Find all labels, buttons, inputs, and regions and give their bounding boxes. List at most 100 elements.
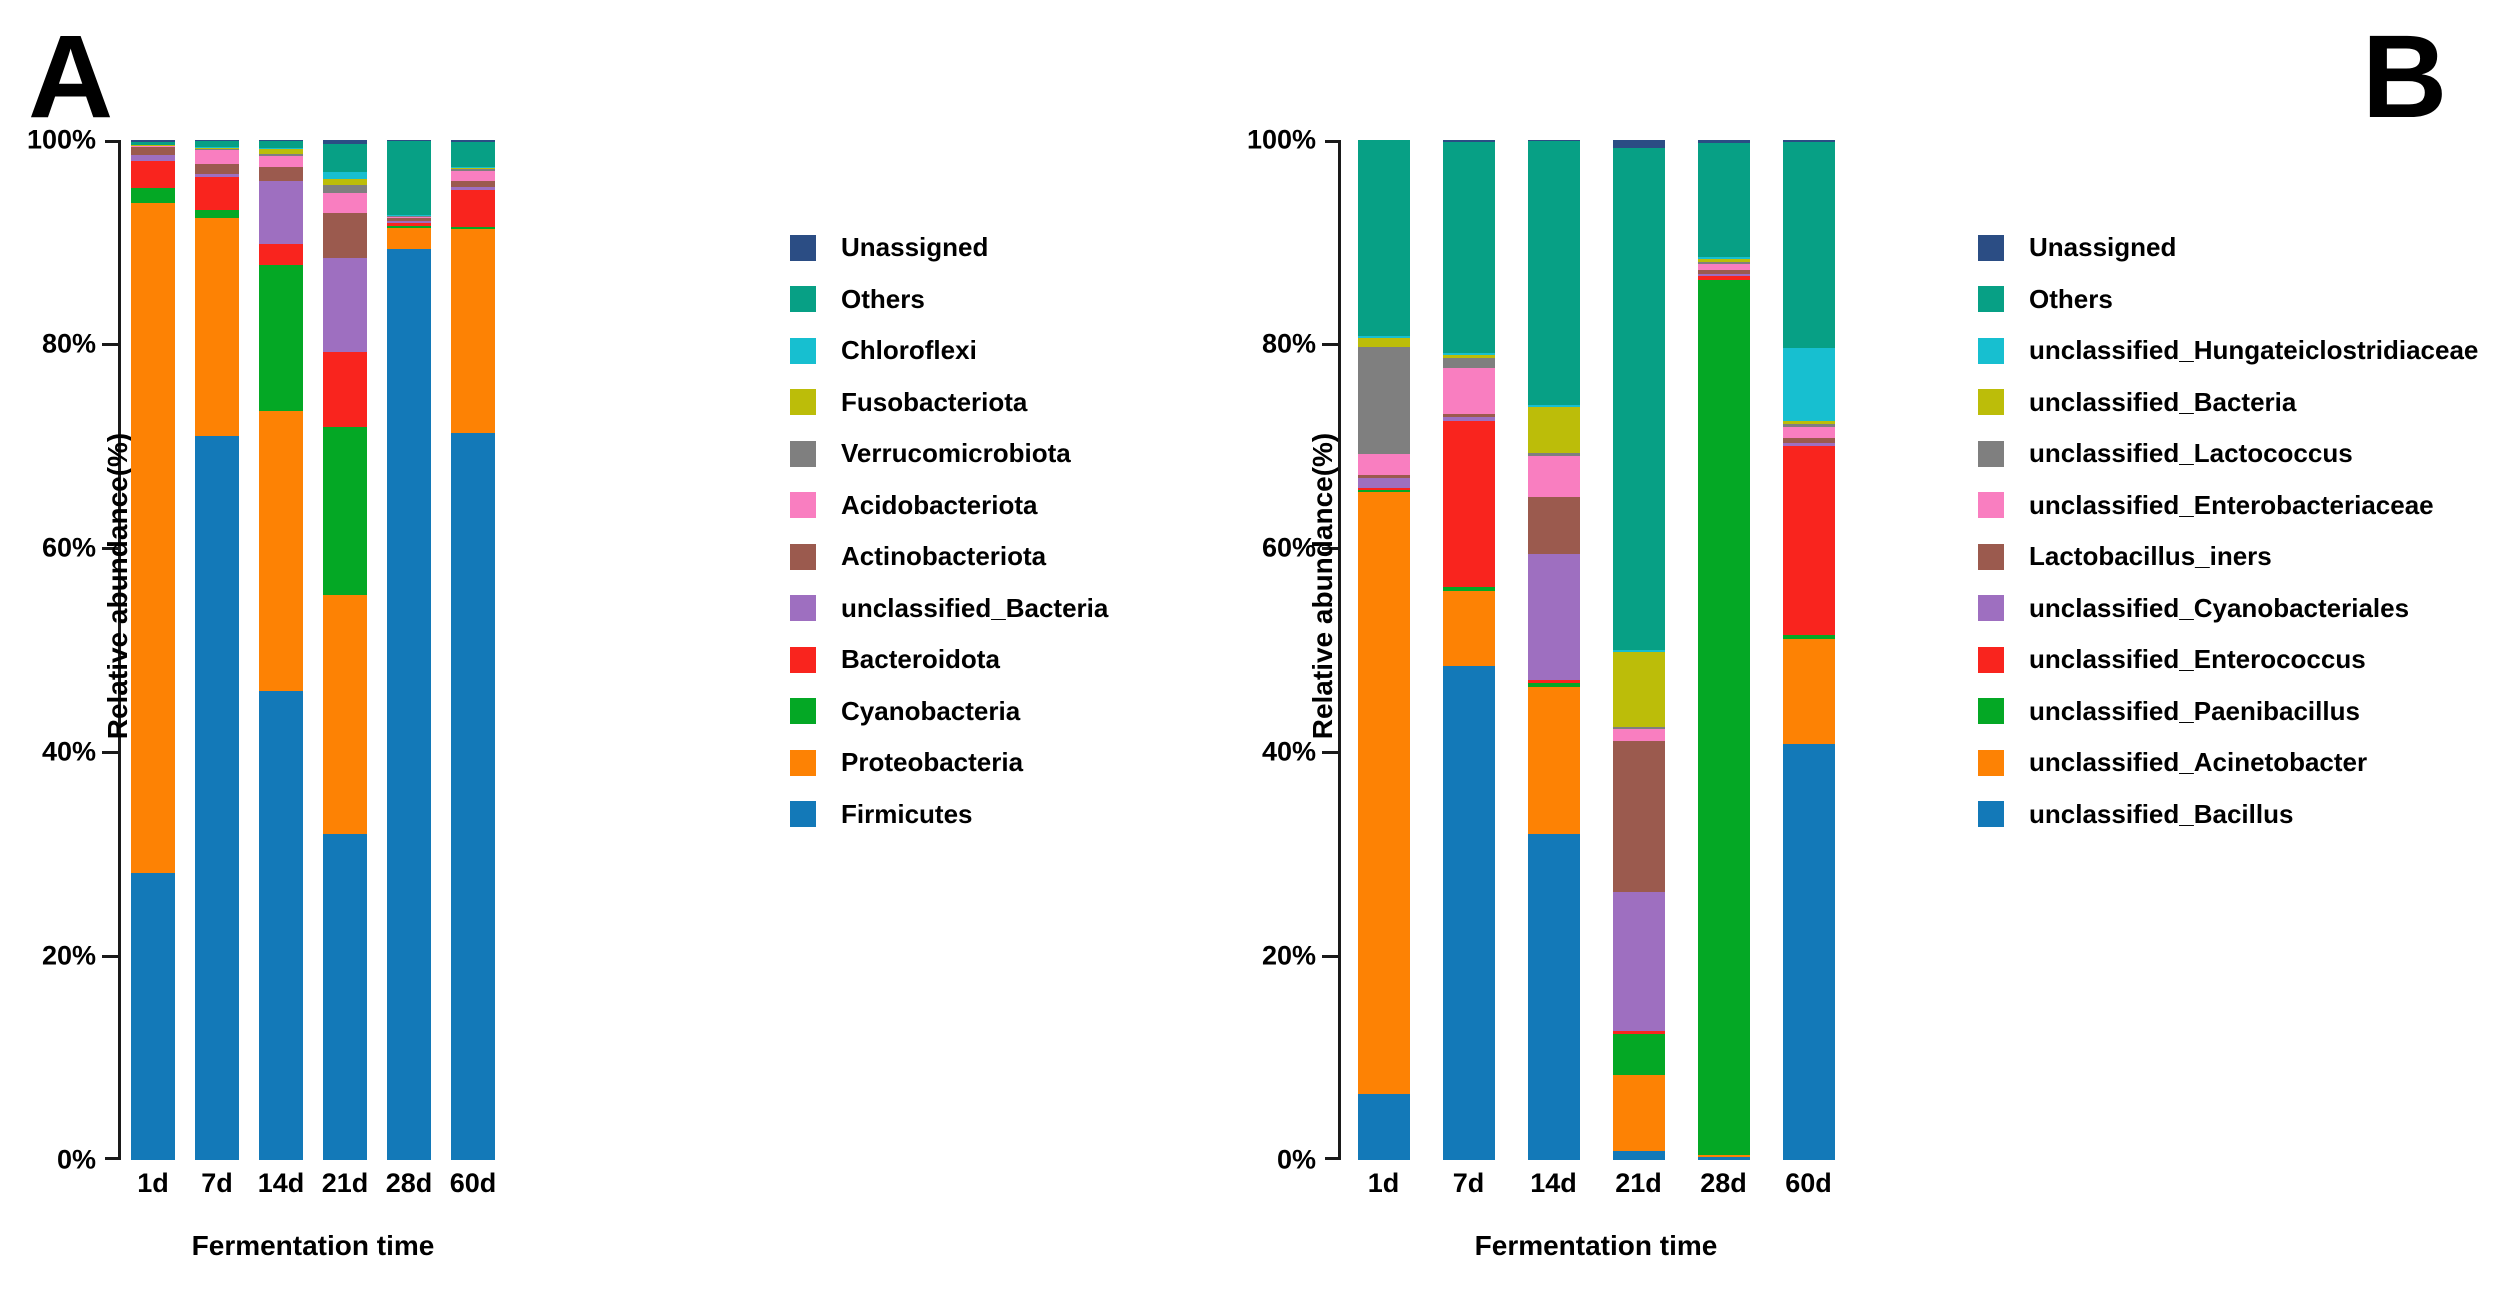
bar-segment[interactable]	[387, 216, 431, 217]
bar-segment[interactable]	[1697, 273, 1750, 276]
bar-segment[interactable]	[1442, 586, 1495, 591]
bar-segment[interactable]	[1697, 257, 1750, 260]
bar-segment[interactable]	[1442, 666, 1495, 1160]
bar-segment[interactable]	[387, 215, 431, 217]
bar-segment[interactable]	[1697, 275, 1750, 280]
legend-item[interactable]: Firmicutes	[790, 789, 1108, 841]
bar-segment[interactable]	[1612, 1075, 1665, 1151]
bar-segment[interactable]	[323, 594, 367, 834]
bar-segment[interactable]	[1442, 353, 1495, 356]
bar-segment[interactable]	[1612, 650, 1665, 653]
bar-segment[interactable]	[1697, 140, 1750, 144]
bar-segment[interactable]	[1527, 456, 1580, 498]
stacked-bar[interactable]	[195, 140, 239, 1160]
bar-segment[interactable]	[195, 149, 239, 151]
legend-item[interactable]: Fusobacteriota	[790, 377, 1108, 429]
bar-segment[interactable]	[451, 166, 495, 168]
stacked-bar[interactable]	[323, 140, 367, 1160]
bar-segment[interactable]	[1527, 140, 1580, 142]
bar-segment[interactable]	[387, 216, 431, 218]
bar-segment[interactable]	[1357, 487, 1410, 490]
bar-segment[interactable]	[1612, 728, 1665, 741]
bar-segment[interactable]	[1442, 590, 1495, 667]
bar-segment[interactable]	[323, 258, 367, 353]
stacked-bar[interactable]	[259, 140, 303, 1160]
bar-segment[interactable]	[387, 249, 431, 1160]
bar-segment[interactable]	[1442, 420, 1495, 587]
bar-segment[interactable]	[1782, 638, 1835, 744]
bar-segment[interactable]	[131, 873, 175, 1160]
bar-segment[interactable]	[259, 141, 303, 149]
bar-segment[interactable]	[387, 222, 431, 226]
stacked-bar[interactable]	[1357, 140, 1410, 1160]
bar-segment[interactable]	[451, 186, 495, 190]
legend-item[interactable]: unclassified_Paenibacillus	[1978, 686, 2478, 738]
bar-segment[interactable]	[195, 435, 239, 1160]
bar-column[interactable]	[185, 140, 249, 1160]
bar-segment[interactable]	[1527, 405, 1580, 408]
legend-item[interactable]: Bacteroidota	[790, 634, 1108, 686]
legend-item[interactable]: Lactobacillus_iners	[1978, 531, 2478, 583]
bar-segment[interactable]	[1612, 1030, 1665, 1034]
bar-segment[interactable]	[323, 178, 367, 185]
bar-segment[interactable]	[451, 168, 495, 171]
bar-column[interactable]	[1766, 140, 1851, 1160]
legend-item[interactable]: Unassigned	[1978, 222, 2478, 274]
legend-item[interactable]: Others	[1978, 274, 2478, 326]
bar-segment[interactable]	[451, 140, 495, 143]
bar-segment[interactable]	[1782, 634, 1835, 639]
bar-segment[interactable]	[131, 147, 175, 156]
bar-segment[interactable]	[1612, 1150, 1665, 1160]
legend-item[interactable]: Chloroflexi	[790, 325, 1108, 377]
bar-segment[interactable]	[451, 432, 495, 1160]
bar-segment[interactable]	[1697, 264, 1750, 270]
stacked-bar[interactable]	[451, 140, 495, 1160]
bar-segment[interactable]	[1612, 891, 1665, 1031]
bar-segment[interactable]	[259, 154, 303, 157]
bar-segment[interactable]	[1357, 489, 1410, 492]
bar-segment[interactable]	[1527, 141, 1580, 406]
bar-segment[interactable]	[1527, 407, 1580, 454]
legend-item[interactable]: unclassified_Lactococcus	[1978, 428, 2478, 480]
bar-segment[interactable]	[1442, 417, 1495, 421]
bar-segment[interactable]	[1697, 1154, 1750, 1157]
bar-column[interactable]	[377, 140, 441, 1160]
bar-segment[interactable]	[387, 215, 431, 216]
stacked-bar[interactable]	[131, 140, 175, 1160]
bar-column[interactable]	[1341, 140, 1426, 1160]
bar-segment[interactable]	[1697, 259, 1750, 263]
bar-segment[interactable]	[1612, 740, 1665, 892]
bar-segment[interactable]	[1357, 335, 1410, 338]
bar-segment[interactable]	[1782, 426, 1835, 438]
legend-item[interactable]: Others	[790, 274, 1108, 326]
bar-segment[interactable]	[1697, 1156, 1750, 1160]
bar-segment[interactable]	[195, 210, 239, 218]
bar-segment[interactable]	[1357, 140, 1410, 336]
bar-segment[interactable]	[387, 227, 431, 250]
bar-segment[interactable]	[323, 144, 367, 172]
bar-segment[interactable]	[131, 140, 175, 142]
bar-column[interactable]	[1681, 140, 1766, 1160]
bar-segment[interactable]	[259, 690, 303, 1160]
bar-segment[interactable]	[131, 144, 175, 146]
bar-segment[interactable]	[1442, 355, 1495, 359]
bar-segment[interactable]	[1442, 142, 1495, 354]
bar-segment[interactable]	[1527, 554, 1580, 680]
bar-column[interactable]	[249, 140, 313, 1160]
legend-item[interactable]: Actinobacteriota	[790, 531, 1108, 583]
legend-item[interactable]: Proteobacteria	[790, 737, 1108, 789]
legend-item[interactable]: Cyanobacteria	[790, 686, 1108, 738]
bar-segment[interactable]	[259, 180, 303, 245]
bar-segment[interactable]	[1612, 1033, 1665, 1076]
bar-segment[interactable]	[1697, 262, 1750, 265]
bar-segment[interactable]	[1357, 1093, 1410, 1160]
bar-segment[interactable]	[323, 426, 367, 595]
stacked-bar[interactable]	[387, 140, 431, 1160]
bar-segment[interactable]	[195, 147, 239, 149]
stacked-bar[interactable]	[1612, 140, 1665, 1160]
bar-column[interactable]	[1596, 140, 1681, 1160]
bar-segment[interactable]	[259, 244, 303, 266]
bar-segment[interactable]	[131, 141, 175, 145]
bar-segment[interactable]	[323, 184, 367, 194]
legend-item[interactable]: unclassified_Cyanobacteriales	[1978, 583, 2478, 635]
